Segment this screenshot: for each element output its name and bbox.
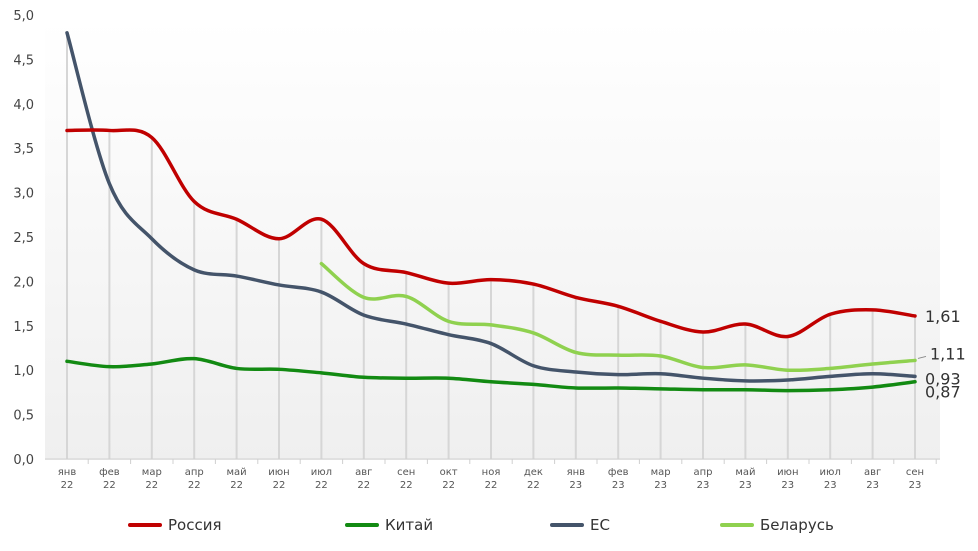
x-tick-label: янв <box>58 467 77 478</box>
legend-item: Россия <box>128 516 222 534</box>
x-tick-label: 23 <box>654 480 667 491</box>
legend: Россия Китай ЕС Беларусь <box>0 516 978 542</box>
x-tick-label: 22 <box>145 480 158 491</box>
x-tick-label: 22 <box>61 480 74 491</box>
x-tick-label: фев <box>99 467 120 478</box>
x-tick-label: 22 <box>315 480 328 491</box>
legend-item: ЕС <box>550 516 610 534</box>
x-tick-label: 22 <box>103 480 116 491</box>
x-tick-label: 22 <box>400 480 413 491</box>
x-tick-label: мар <box>651 467 671 478</box>
x-tick-label: авг <box>864 467 881 478</box>
x-tick-label: апр <box>693 467 712 478</box>
end-value-label: 1,61 <box>925 307 961 326</box>
y-tick-label: 0,0 <box>13 453 34 468</box>
legend-label: Беларусь <box>760 516 834 534</box>
x-tick-label: 23 <box>569 480 582 491</box>
x-tick-label: янв <box>567 467 586 478</box>
x-tick-label: 23 <box>739 480 752 491</box>
x-tick-label: июн <box>268 467 289 478</box>
x-tick-label: фев <box>608 467 629 478</box>
end-value-label: 0,93 <box>925 369 961 388</box>
legend-item: Беларусь <box>720 516 834 534</box>
end-value-label: 0,87 <box>925 383 961 402</box>
x-tick-label: авг <box>355 467 372 478</box>
series-line-2 <box>65 31 917 383</box>
y-tick-label: 4,5 <box>13 53 34 68</box>
x-tick-label: май <box>227 467 247 478</box>
x-tick-label: мар <box>142 467 162 478</box>
y-tick-label: 5,0 <box>13 9 34 24</box>
legend-label: Россия <box>168 516 222 534</box>
x-tick-label: 22 <box>230 480 243 491</box>
x-tick-label: 23 <box>824 480 837 491</box>
legend-label: Китай <box>385 516 434 534</box>
x-tick-label: 22 <box>188 480 201 491</box>
series-line-3 <box>319 261 917 373</box>
y-tick-label: 1,0 <box>13 364 34 379</box>
x-tick-label: 23 <box>866 480 879 491</box>
x-tick-label: 22 <box>357 480 370 491</box>
legend-label: ЕС <box>590 516 610 534</box>
legend-swatch <box>345 523 379 527</box>
x-tick-label: 23 <box>697 480 710 491</box>
x-tick-label: июл <box>820 467 841 478</box>
y-tick-label: 3,0 <box>13 187 34 202</box>
x-tick-label: 23 <box>909 480 922 491</box>
y-tick-label: 1,5 <box>13 320 34 335</box>
x-tick-label: сен <box>397 467 415 478</box>
end-value-label: 1,11 <box>930 344 966 363</box>
leader-line <box>917 355 927 359</box>
series-line-0 <box>65 128 917 339</box>
x-tick-label: окт <box>440 467 458 478</box>
y-tick-label: 0,5 <box>13 409 34 424</box>
plot-background <box>45 20 940 460</box>
x-tick-label: апр <box>185 467 204 478</box>
x-tick-label: июн <box>777 467 798 478</box>
x-tick-label: июл <box>311 467 332 478</box>
y-tick-label: 3,5 <box>13 142 34 157</box>
x-tick-label: 22 <box>442 480 455 491</box>
legend-swatch <box>128 523 162 527</box>
x-tick-label: сен <box>906 467 924 478</box>
series-line-1 <box>65 356 917 393</box>
x-tick-label: 23 <box>781 480 794 491</box>
legend-swatch <box>720 523 754 527</box>
y-tick-label: 2,0 <box>13 275 34 290</box>
x-tick-label: 23 <box>612 480 625 491</box>
x-tick-label: дек <box>524 467 543 478</box>
y-tick-label: 2,5 <box>13 231 34 246</box>
y-tick-label: 4,0 <box>13 98 34 113</box>
x-tick-label: ноя <box>482 467 501 478</box>
x-tick-label: 22 <box>527 480 540 491</box>
legend-swatch <box>550 523 584 527</box>
x-tick-label: май <box>735 467 755 478</box>
x-tick-label: 22 <box>485 480 498 491</box>
legend-item: Китай <box>345 516 433 534</box>
x-tick-label: 22 <box>273 480 286 491</box>
